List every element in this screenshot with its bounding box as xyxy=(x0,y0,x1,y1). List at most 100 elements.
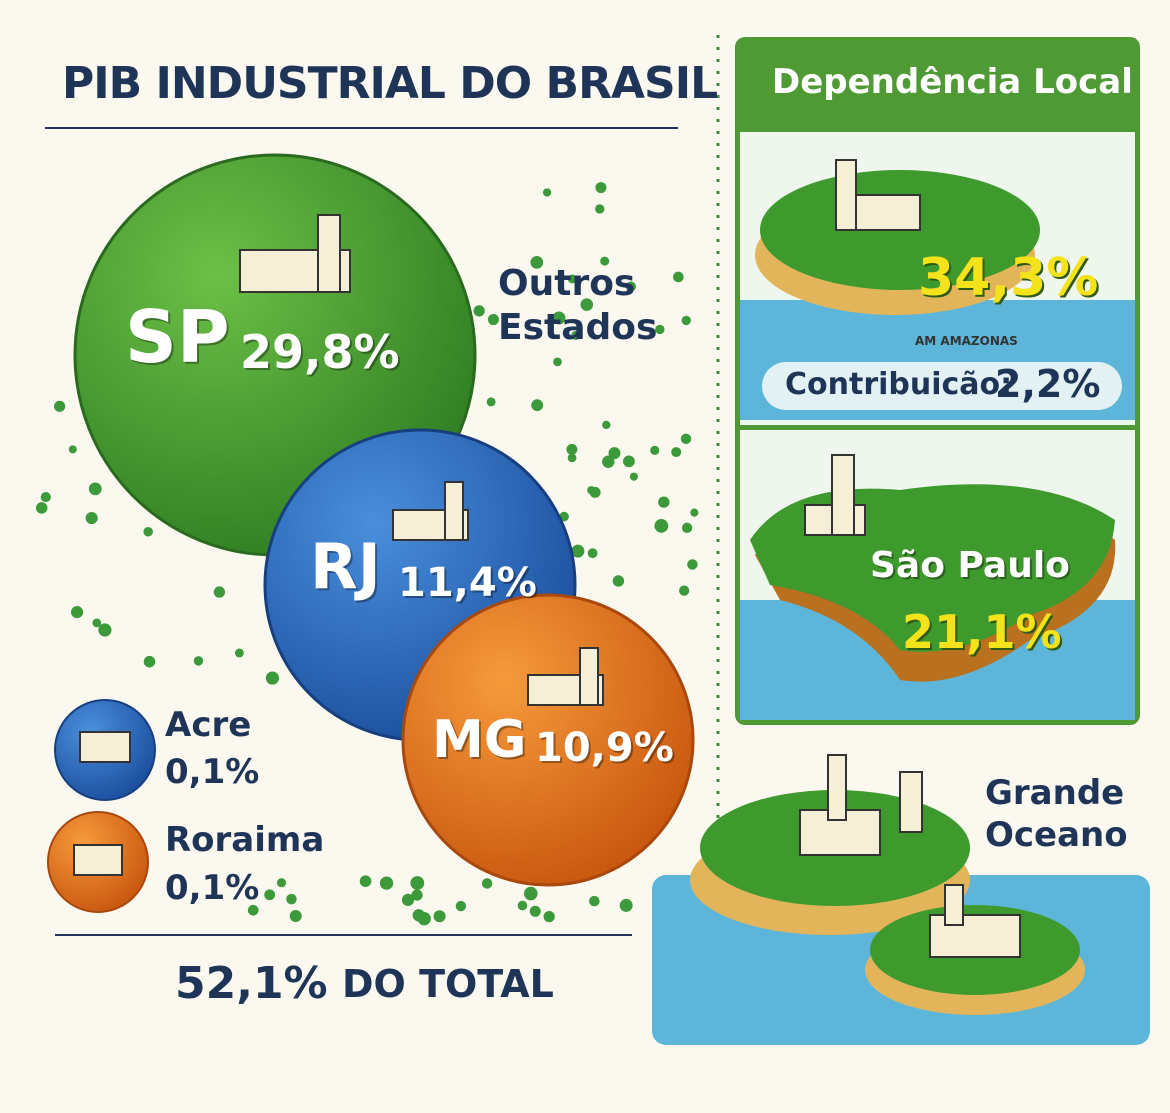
decor-dot xyxy=(680,433,692,445)
decor-dot xyxy=(681,315,691,326)
decor-dot xyxy=(486,397,496,407)
decor-dot xyxy=(143,527,153,537)
decor-dot xyxy=(602,420,611,430)
decor-dot xyxy=(542,188,552,197)
contribution-pill xyxy=(762,362,1122,410)
decor-dot xyxy=(286,893,297,905)
decor-dot xyxy=(567,453,577,463)
decor-dot xyxy=(621,901,631,911)
decor-dot xyxy=(401,893,415,907)
decor-dot xyxy=(608,447,621,460)
buildings xyxy=(799,159,1021,958)
decor-dot xyxy=(410,876,425,890)
decor-dot xyxy=(88,482,102,496)
state-code: RJ xyxy=(310,530,381,603)
small-state-name: Acre xyxy=(165,705,252,745)
decor-dot xyxy=(673,271,684,283)
ocean-label: Grande Oceano xyxy=(985,773,1128,855)
decor-dot xyxy=(85,512,98,525)
total-share: 52,1% xyxy=(175,958,328,1009)
decor-dot xyxy=(487,314,499,326)
decor-dot xyxy=(359,875,372,887)
decor-dot xyxy=(523,886,538,901)
decor-dot xyxy=(580,298,594,311)
decor-dot xyxy=(567,274,577,284)
decor-dot xyxy=(566,443,578,455)
panel-title: Dependência Local xyxy=(772,62,1133,102)
decor-dot xyxy=(612,575,625,587)
decor-dot xyxy=(571,544,585,558)
decor-dot xyxy=(654,518,669,533)
decor-dot xyxy=(143,655,156,668)
decor-dot xyxy=(289,909,302,922)
decor-dot xyxy=(98,623,112,637)
decor-dot xyxy=(234,648,244,658)
decor-dot xyxy=(473,305,485,317)
card-place: São Paulo xyxy=(870,545,1070,586)
total-label: DO TOTAL xyxy=(342,962,554,1006)
decor-dot xyxy=(193,656,204,666)
state-share: 10,9% xyxy=(535,725,674,771)
state-code: SP xyxy=(125,295,230,379)
decor-dot xyxy=(690,508,699,517)
decor-dot xyxy=(92,618,102,628)
state-code: MG xyxy=(432,710,527,770)
decor-dot xyxy=(595,204,605,214)
card-share: 21,1% xyxy=(902,605,1062,659)
decor-dot xyxy=(530,256,544,269)
decor-dot xyxy=(679,585,690,596)
decor-dot xyxy=(629,472,638,481)
contribution-label: Contribuicão: xyxy=(785,367,1013,402)
decor-dot xyxy=(600,256,610,266)
decor-dot xyxy=(70,606,84,619)
decor-dot xyxy=(276,878,287,888)
title: PIB INDUSTRIAL DO BRASIL xyxy=(62,58,718,109)
decor-dot xyxy=(587,548,598,559)
state-share: 11,4% xyxy=(398,560,537,606)
decor-dot xyxy=(650,445,660,455)
decor-dot xyxy=(412,909,425,922)
decor-dot xyxy=(543,910,555,923)
others-label: Outros Estados xyxy=(498,263,658,348)
small-state-share: 0,1% xyxy=(165,868,260,908)
card-share: 34,3% xyxy=(918,248,1099,308)
decor-dot xyxy=(625,281,636,292)
state-share: 29,8% xyxy=(240,325,400,379)
decor-dot xyxy=(553,357,562,367)
contribution-value: 2,2% xyxy=(995,362,1101,406)
decor-dot xyxy=(589,895,600,907)
decor-dot xyxy=(40,492,51,503)
factory-icons xyxy=(73,214,604,876)
decor-dot xyxy=(481,878,493,889)
small-state-share: 0,1% xyxy=(165,752,260,792)
decor-dot xyxy=(531,399,544,412)
decor-dot xyxy=(411,889,423,901)
decor-dot xyxy=(379,876,394,890)
decor-dot xyxy=(517,900,528,911)
decor-dot xyxy=(529,905,541,917)
card-place: AM AMAZONAS xyxy=(915,334,1018,348)
decor-dot xyxy=(54,400,66,412)
small-state-name: Roraima xyxy=(165,820,325,860)
decor-dot xyxy=(552,311,566,325)
decor-dot xyxy=(655,324,665,335)
decor-dot xyxy=(595,182,607,194)
decor-dot xyxy=(671,447,682,458)
decor-dot xyxy=(623,455,635,468)
decor-dot xyxy=(68,445,77,454)
decor-dot xyxy=(247,904,259,916)
decor-dot xyxy=(658,496,670,508)
decor-dot xyxy=(265,671,279,685)
decor-dot xyxy=(264,889,276,901)
decor-dot xyxy=(681,522,693,534)
decor-dot xyxy=(213,586,226,598)
decor-dot xyxy=(687,559,698,570)
decor-dot xyxy=(455,900,467,912)
decor-dot xyxy=(587,486,596,495)
decor-dot xyxy=(433,910,446,923)
decor-dot xyxy=(35,502,48,514)
decor-dot xyxy=(571,330,581,340)
decor-dot xyxy=(602,455,615,468)
